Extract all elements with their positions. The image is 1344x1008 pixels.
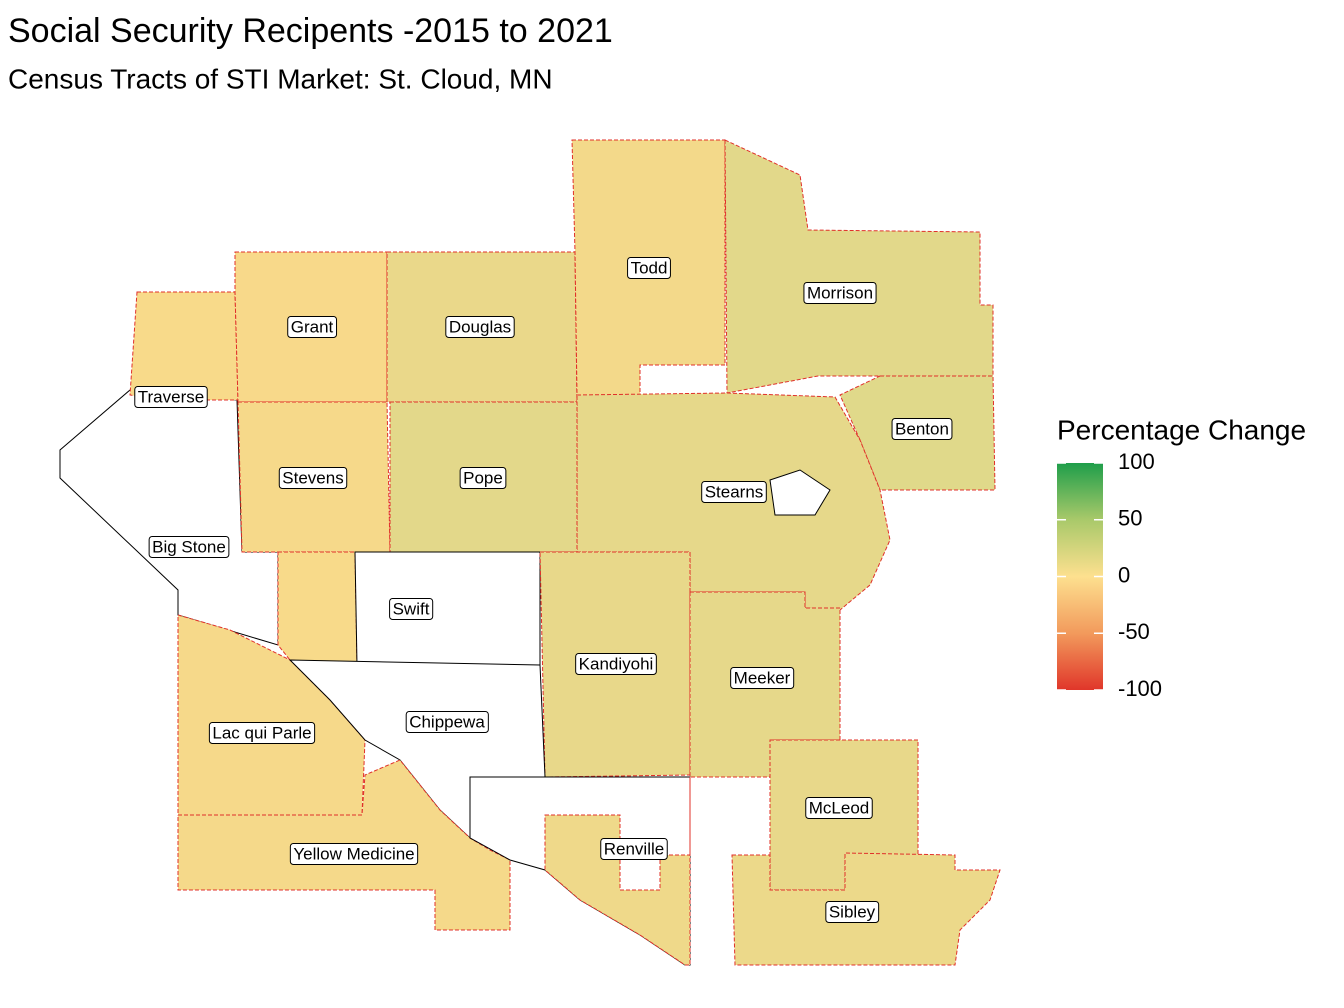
county-name: Big Stone — [152, 537, 226, 556]
county-label: Lac qui Parle — [208, 721, 316, 744]
county-label: Douglas — [445, 315, 515, 338]
county-name: Swift — [393, 599, 430, 618]
county-name: Kandiyohi — [579, 654, 654, 673]
county-name: Douglas — [449, 317, 511, 336]
subtitle: Census Tracts of STI Market: St. Cloud, … — [8, 63, 553, 94]
legend-tick-label: -50 — [1118, 619, 1150, 644]
county-label: Morrison — [803, 281, 877, 304]
county-label: Sibley — [825, 900, 880, 923]
traverse — [129, 291, 239, 401]
label-box — [208, 721, 316, 744]
county-name: Chippewa — [409, 712, 485, 731]
county-name: Sibley — [829, 902, 876, 921]
county-name: Benton — [895, 419, 949, 438]
label-box — [803, 281, 877, 304]
county-label: Grant — [287, 315, 338, 338]
renville-tracts — [544, 777, 691, 966]
legend-tick-label: -100 — [1118, 676, 1162, 701]
legend-tick-label: 50 — [1118, 506, 1142, 531]
county-name: Pope — [463, 468, 503, 487]
county-labels: Todd Morrison Grant Douglas Traverse Benton St… — [134, 256, 953, 923]
morrison — [724, 139, 994, 394]
county-name: Grant — [291, 317, 334, 336]
county-label: Stevens — [278, 466, 348, 489]
county-label: Chippewa — [405, 710, 489, 733]
legend-ticks: 100 50 0 -50 -100 — [1057, 449, 1162, 701]
label-box — [730, 666, 795, 689]
label-box — [459, 466, 507, 489]
county-name: Lac qui Parle — [212, 723, 311, 742]
county-name: Renville — [604, 839, 664, 858]
county-label: Big Stone — [148, 535, 230, 558]
swift-tracts — [277, 551, 358, 666]
label-box — [825, 900, 880, 923]
st-cloud — [769, 469, 831, 516]
label-box — [134, 385, 208, 408]
label-box — [627, 256, 671, 279]
label-box — [445, 315, 515, 338]
label-box — [805, 796, 873, 819]
label-box — [389, 597, 434, 620]
county-name: Yellow Medicine — [293, 844, 414, 863]
label-box — [289, 842, 419, 865]
county-name: Meeker — [734, 668, 791, 687]
county-label: Traverse — [134, 385, 208, 408]
county-label: Todd — [627, 256, 671, 279]
county-label: Yellow Medicine — [289, 842, 419, 865]
label-box — [287, 315, 338, 338]
county-label: Meeker — [730, 666, 795, 689]
legend-tick-label: 0 — [1118, 562, 1130, 587]
county-name: Morrison — [807, 283, 873, 302]
legend-title: Percentage Change — [1057, 414, 1306, 445]
county-label: Benton — [891, 417, 953, 440]
county-label: McLeod — [805, 796, 873, 819]
county-label: Renville — [600, 837, 668, 860]
county-name: Traverse — [138, 387, 204, 406]
label-box — [148, 535, 230, 558]
county-name: Stearns — [705, 482, 764, 501]
county-label: Pope — [459, 466, 507, 489]
title: Social Security Recipents -2015 to 2021 — [8, 12, 613, 50]
label-box — [701, 480, 767, 503]
county-label: Stearns — [701, 480, 767, 503]
label-box — [405, 710, 489, 733]
county-label: Kandiyohi — [575, 652, 657, 675]
legend-tick-label: 100 — [1118, 449, 1155, 474]
county-label: Swift — [389, 597, 434, 620]
label-box — [600, 837, 668, 860]
county-name: Stevens — [282, 468, 343, 487]
label-box — [575, 652, 657, 675]
swift — [354, 551, 541, 666]
county-name: McLeod — [809, 798, 869, 817]
county-name: Todd — [631, 258, 668, 277]
label-box — [891, 417, 953, 440]
label-box — [278, 466, 348, 489]
